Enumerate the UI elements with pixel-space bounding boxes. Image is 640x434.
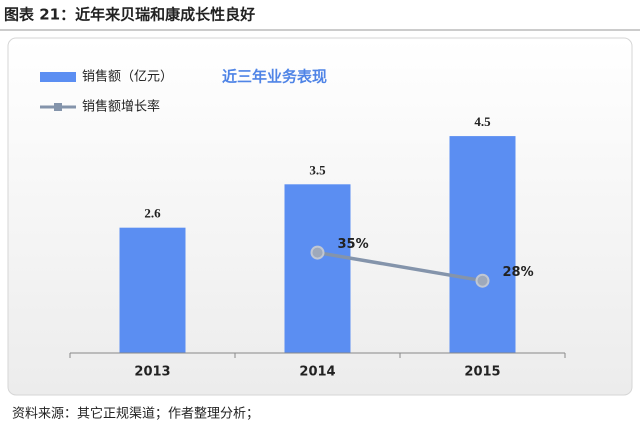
line-marker <box>310 245 325 260</box>
chart-title: 近三年业务表现 <box>222 68 327 86</box>
bar <box>284 184 351 353</box>
legend-marker <box>54 103 62 111</box>
x-tick-label: 2013 <box>134 365 170 380</box>
legend-label: 销售额增长率 <box>82 99 160 115</box>
line <box>317 250 483 283</box>
bar <box>449 136 516 353</box>
bar-value-label: 3.5 <box>309 162 326 177</box>
line-marker <box>475 273 490 288</box>
legend-swatch <box>40 72 76 82</box>
figure-title: 图表 21：近年来贝瑞和康成长性良好 <box>4 6 255 24</box>
bar <box>119 227 186 353</box>
bar-value-label: 2.6 <box>144 206 161 221</box>
line-value-label: 35% <box>338 237 369 252</box>
source-note: 资料来源：其它正规渠道；作者整理分析； <box>12 406 259 422</box>
line-value-label: 28% <box>503 265 534 280</box>
x-tick-label: 2015 <box>464 365 500 380</box>
plot: 销售额（亿元） 销售额增长率 2.6 3.5 4.5 35% 28% 2013 2014 2015 <box>40 69 566 380</box>
x-tick-label: 2014 <box>299 365 335 380</box>
bar-value-label: 4.5 <box>474 114 491 129</box>
legend-label: 销售额（亿元） <box>82 69 173 85</box>
